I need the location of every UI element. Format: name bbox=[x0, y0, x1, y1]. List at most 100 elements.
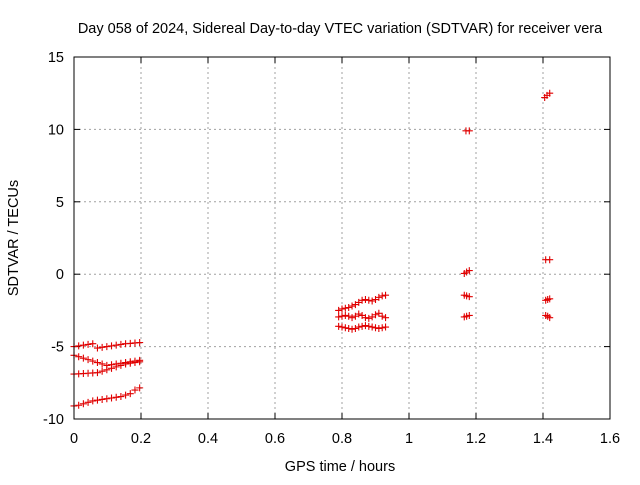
data-point-marker bbox=[378, 312, 386, 320]
data-point-marker bbox=[112, 341, 120, 349]
data-series-track-b1 bbox=[335, 291, 390, 314]
data-point-marker bbox=[117, 340, 125, 348]
data-point-marker bbox=[126, 359, 134, 367]
y-tick-label: 10 bbox=[48, 122, 64, 138]
data-point-marker bbox=[103, 395, 111, 403]
data-point-marker bbox=[348, 325, 356, 333]
data-point-marker bbox=[117, 393, 125, 401]
data-point-marker bbox=[103, 366, 111, 374]
data-point-marker bbox=[345, 312, 353, 320]
data-point-marker bbox=[375, 325, 383, 332]
x-tick-label: 0 bbox=[70, 431, 78, 447]
data-point-marker bbox=[93, 396, 101, 404]
marker-layer bbox=[70, 89, 554, 410]
data-point-marker bbox=[361, 296, 369, 304]
data-point-marker bbox=[546, 314, 554, 322]
data-point-marker bbox=[89, 357, 97, 365]
data-point-marker bbox=[93, 359, 101, 367]
data-point-marker bbox=[103, 343, 111, 351]
data-point-marker bbox=[131, 359, 139, 367]
data-point-marker bbox=[98, 395, 106, 403]
data-point-marker bbox=[84, 398, 92, 406]
y-tick-label: -5 bbox=[51, 340, 64, 356]
data-point-marker bbox=[122, 391, 130, 399]
data-point-marker bbox=[365, 296, 373, 304]
data-point-marker bbox=[378, 292, 386, 300]
data-point-marker bbox=[546, 89, 554, 97]
data-point-marker bbox=[75, 342, 83, 350]
data-point-marker bbox=[372, 311, 379, 319]
plot-frame bbox=[73, 56, 611, 420]
data-point-marker bbox=[338, 323, 346, 331]
data-point-marker bbox=[136, 339, 144, 347]
data-point-marker bbox=[465, 293, 473, 301]
data-point-marker bbox=[89, 397, 97, 405]
data-point-marker bbox=[93, 369, 101, 377]
data-point-marker bbox=[348, 302, 356, 310]
data-point-marker bbox=[355, 310, 363, 318]
data-point-marker bbox=[465, 267, 473, 275]
data-point-marker bbox=[368, 297, 376, 305]
data-point-marker bbox=[361, 322, 369, 330]
data-point-marker bbox=[136, 358, 144, 366]
data-point-marker bbox=[136, 384, 144, 392]
data-point-marker bbox=[358, 322, 366, 330]
data-point-marker bbox=[335, 322, 343, 330]
data-point-marker bbox=[546, 295, 554, 303]
data-point-marker bbox=[338, 312, 346, 320]
data-point-marker bbox=[98, 360, 106, 368]
data-point-marker bbox=[89, 340, 97, 348]
data-point-marker bbox=[375, 293, 383, 301]
y-tick-label: 15 bbox=[48, 50, 64, 66]
data-series-track-c4 bbox=[460, 311, 473, 321]
data-point-marker bbox=[341, 311, 349, 319]
data-point-marker bbox=[338, 305, 346, 313]
data-point-marker bbox=[131, 386, 139, 394]
data-point-marker bbox=[108, 364, 116, 372]
data-point-marker bbox=[341, 324, 349, 332]
data-series-track-b3 bbox=[335, 322, 390, 333]
data-series-track-d3 bbox=[542, 295, 554, 304]
data-point-marker bbox=[108, 342, 116, 350]
x-tick-label: 1.2 bbox=[466, 431, 486, 447]
data-point-marker bbox=[365, 314, 373, 322]
data-point-marker bbox=[365, 322, 373, 330]
data-point-marker bbox=[361, 314, 369, 322]
x-tick-label: 0.2 bbox=[131, 431, 151, 447]
data-point-marker bbox=[355, 323, 363, 331]
data-point-marker bbox=[117, 361, 125, 369]
y-tick-label: 5 bbox=[56, 195, 64, 211]
data-series-track-b2 bbox=[335, 309, 390, 322]
data-point-marker bbox=[465, 311, 473, 319]
y-tick-label: 0 bbox=[56, 267, 64, 283]
data-point-marker bbox=[79, 341, 87, 349]
data-series-track-d2 bbox=[542, 256, 554, 264]
data-series-track-a3 bbox=[70, 358, 144, 378]
data-point-marker bbox=[465, 127, 473, 135]
data-point-marker bbox=[75, 353, 83, 361]
data-point-marker bbox=[375, 309, 383, 317]
data-point-marker bbox=[108, 394, 116, 402]
data-point-marker bbox=[351, 325, 359, 332]
data-series-track-c3 bbox=[460, 291, 473, 301]
data-point-marker bbox=[382, 314, 390, 322]
data-point-marker bbox=[372, 324, 379, 332]
data-point-marker bbox=[79, 354, 87, 362]
data-point-marker bbox=[341, 304, 349, 312]
data-series-track-d4 bbox=[542, 311, 554, 322]
data-point-marker bbox=[112, 393, 120, 401]
data-series-track-c1 bbox=[462, 127, 473, 135]
data-point-marker bbox=[348, 314, 356, 322]
data-point-marker bbox=[382, 291, 390, 299]
grid-layer bbox=[74, 57, 610, 419]
data-series-track-a4 bbox=[70, 384, 144, 410]
data-point-marker bbox=[335, 306, 343, 314]
x-tick-label: 1.4 bbox=[533, 431, 553, 447]
data-point-marker bbox=[84, 340, 92, 348]
data-point-marker bbox=[368, 323, 376, 331]
data-point-marker bbox=[93, 344, 101, 352]
data-point-marker bbox=[378, 324, 386, 332]
data-point-marker bbox=[112, 363, 120, 371]
